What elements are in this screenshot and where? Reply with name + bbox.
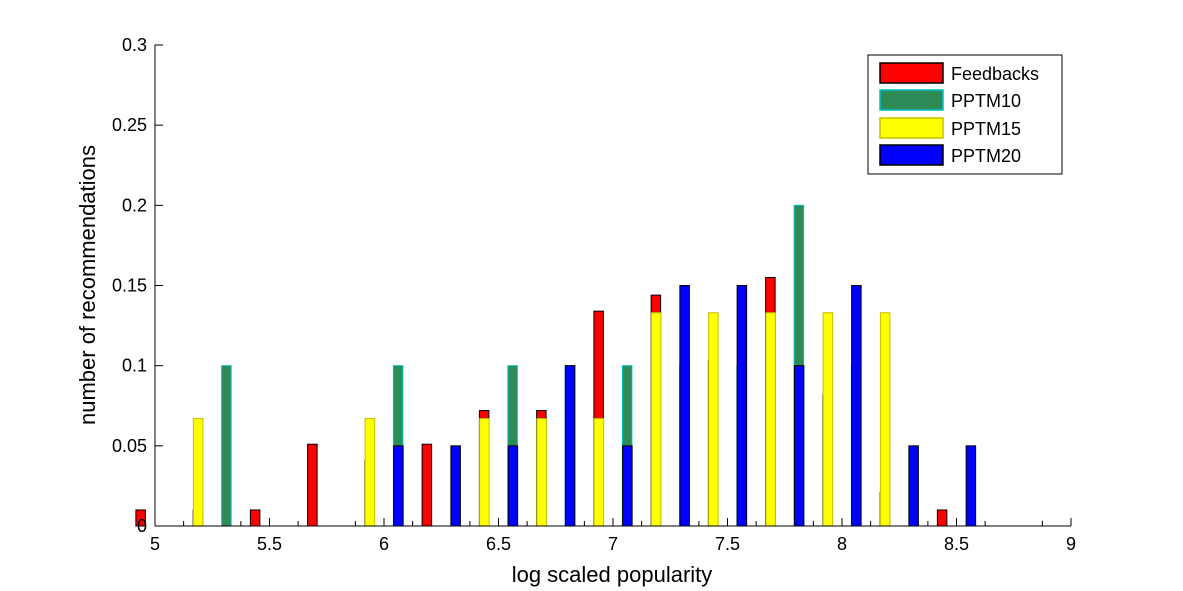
- x-tick-label-0: 5: [150, 534, 160, 554]
- x-tick-label-1: 5.5: [257, 534, 282, 554]
- legend-item-pptm20: PPTM20: [879, 144, 1021, 166]
- x-tick-label-8: 9: [1066, 534, 1076, 554]
- y-tick-label-2: 0.1: [122, 356, 147, 376]
- legend-item-pptm15: PPTM15: [879, 117, 1021, 139]
- bar-pptm20-10: [793, 365, 805, 527]
- legend-label-pptm10: PPTM10: [951, 91, 1021, 111]
- bar-pptm20-7: [622, 445, 633, 527]
- bar-pptm15-12: [879, 312, 891, 527]
- bar-feedbacks-5: [421, 443, 433, 527]
- legend-swatch-feedbacks: [879, 62, 944, 84]
- legend-item-feedbacks: Feedbacks: [879, 62, 1039, 84]
- legend-swatch-pptm15: [879, 117, 944, 139]
- x-tick-label-6: 8: [837, 534, 847, 554]
- y-tick-label-5: 0.25: [112, 115, 147, 135]
- bar-feedbacks-14: [936, 509, 948, 527]
- y-tick-label-3: 0.15: [112, 276, 147, 296]
- x-tick-label-7: 8.5: [944, 534, 969, 554]
- bar-pptm20-11: [851, 285, 862, 527]
- bar-pptm20-3: [393, 445, 404, 527]
- bar-pptm15-7: [593, 418, 605, 527]
- bar-pptm10-1: [221, 365, 232, 527]
- bar-pptm20-5: [507, 445, 519, 527]
- bar-pptm20-13: [965, 445, 977, 527]
- bar-pptm20-9: [736, 285, 748, 527]
- x-tick-label-5: 7.5: [715, 534, 740, 554]
- y-tick-label-6: 0.3: [122, 35, 147, 55]
- x-tick-label-4: 7: [608, 534, 618, 554]
- bar-pptm15-10: [765, 312, 776, 527]
- legend-swatch-pptm10: [879, 89, 944, 111]
- legend-item-pptm10: PPTM10: [879, 89, 1021, 111]
- bar-feedbacks-2: [249, 509, 261, 527]
- bar-pptm20-12: [908, 445, 919, 527]
- bar-pptm20-6: [564, 365, 576, 527]
- y-axis-label: number of recommendations: [75, 145, 100, 425]
- y-tick-label-1: 0.05: [112, 436, 147, 456]
- bar-pptm15-6: [536, 418, 547, 527]
- bar-pptm20-8: [679, 285, 690, 527]
- y-tick-label-4: 0.2: [122, 195, 147, 215]
- bar-feedbacks-3: [307, 443, 318, 527]
- legend-label-pptm20: PPTM20: [951, 146, 1021, 166]
- x-tick-label-3: 6.5: [486, 534, 511, 554]
- x-tick-label-2: 6: [379, 534, 389, 554]
- bar-pptm15-5: [479, 418, 490, 527]
- bar-pptm15-3: [364, 418, 376, 527]
- axes-group: 5 5.5 6 6.5 7 7.5 8 8.5 9 0 0.05 0.1 0.15 0.2 0.25 0.3: [112, 35, 1076, 554]
- bar-pptm15-11: [822, 312, 834, 527]
- legend-swatch-pptm20: [879, 144, 944, 166]
- legend-label-feedbacks: Feedbacks: [951, 64, 1039, 84]
- y-tick-label-0: 0: [137, 516, 147, 536]
- bar-feedbacks-0: [135, 509, 146, 527]
- bar-pptm20-4: [450, 445, 461, 527]
- x-axis-label: log scaled popularity: [512, 562, 713, 587]
- bar-pptm15-0: [192, 418, 204, 527]
- legend: Feedbacks PPTM10 PPTM15 PPTM20: [867, 54, 1063, 175]
- legend-label-pptm15: PPTM15: [951, 119, 1021, 139]
- bar-pptm15-8: [650, 312, 662, 527]
- bar-pptm15-9: [708, 312, 719, 527]
